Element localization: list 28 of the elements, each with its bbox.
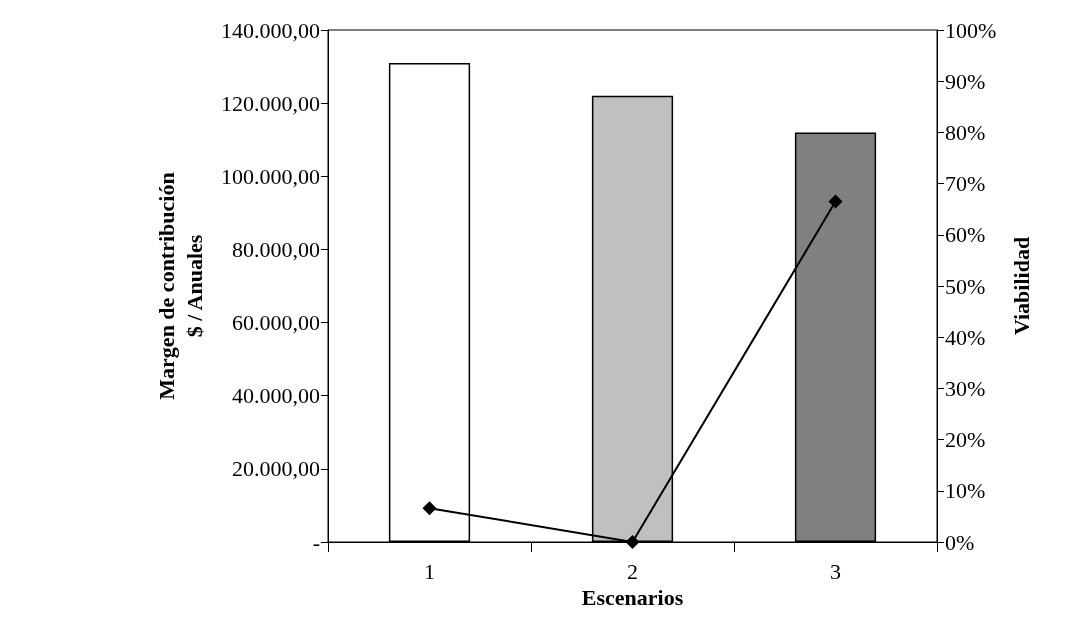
y-tick-label: 140.000,00: [221, 17, 320, 43]
x-tick-label: 3: [830, 558, 841, 584]
y-tick-label: 40.000,00: [232, 383, 320, 409]
y2-tick-label: 60%: [945, 222, 986, 248]
x-tick-label: 2: [627, 558, 638, 584]
y2-tick-label: 30%: [945, 375, 986, 401]
y-tick-label: 60.000,00: [232, 310, 320, 336]
y-tick-label: 80.000,00: [232, 236, 320, 262]
y-tick-label: -: [312, 529, 320, 555]
point: [625, 535, 640, 549]
y2-tick-label: 70%: [945, 171, 986, 197]
y2-tick-label: 40%: [945, 324, 986, 350]
x-tick-label: 1: [424, 558, 435, 584]
y2-tick-label: 100%: [945, 17, 997, 43]
point: [828, 194, 843, 209]
y-tick-label: 100.000,00: [221, 163, 320, 189]
y2-axis-title: Viabilidad: [1008, 236, 1034, 336]
y-tick-label: 20.000,00: [232, 456, 320, 482]
y2-tick-label: 20%: [945, 427, 986, 453]
x-axis-title: Escenarios: [581, 585, 684, 611]
y2-tick-label: 0%: [945, 529, 975, 555]
y2-tick-label: 80%: [945, 119, 986, 145]
y2-tick-label: 50%: [945, 273, 986, 299]
y-tick-label: 120.000,00: [221, 90, 320, 116]
y-axis-title: Margen de contribución $ / Anuales: [153, 172, 207, 400]
point: [422, 501, 437, 516]
y2-tick-label: 10%: [945, 478, 986, 504]
y2-tick-label: 90%: [945, 68, 986, 94]
